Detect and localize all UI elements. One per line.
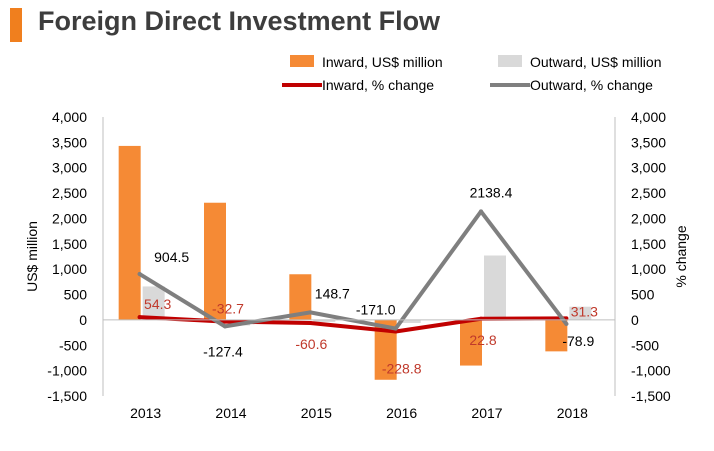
y-tick-label-right: 500 xyxy=(631,287,655,303)
y-tick-label-right: 4,000 xyxy=(631,109,666,125)
legend-outward-bar-label: Outward, US$ million xyxy=(530,54,662,70)
y-tick-label-left: -1,000 xyxy=(47,363,87,379)
inward-change-point xyxy=(223,319,227,324)
outward-bar xyxy=(569,306,592,320)
y-tick-label-left: 0 xyxy=(79,312,87,328)
y-tick-label-right: 1,000 xyxy=(631,261,666,277)
y-tick-label-left: 1,000 xyxy=(52,261,87,277)
outward-change-label: 904.5 xyxy=(154,249,189,265)
x-tick-label: 2013 xyxy=(130,405,161,421)
x-tick-label: 2016 xyxy=(386,405,417,421)
y-tick-label-left: 2,000 xyxy=(52,210,87,226)
legend-outward-line-label: Outward, % change xyxy=(530,77,653,93)
y-tick-label-right: -1,000 xyxy=(631,363,671,379)
x-tick-label: 2017 xyxy=(471,405,502,421)
y-tick-label-left: 1,500 xyxy=(52,236,87,252)
inward-bar xyxy=(204,202,226,320)
inward-change-label: 54.3 xyxy=(144,296,171,312)
y-tick-label-left: 500 xyxy=(64,287,88,303)
outward-change-label: -78.9 xyxy=(562,333,594,349)
outward-change-point xyxy=(308,310,313,315)
y-tick-label-left: 3,000 xyxy=(52,160,87,176)
outward-bar xyxy=(142,286,165,320)
y-tick-label-right: 1,500 xyxy=(631,236,666,252)
inward-change-label: 31.3 xyxy=(571,303,598,319)
y-axis-title-right: % change xyxy=(673,225,689,287)
y-tick-label-left: -500 xyxy=(59,337,87,353)
inward-change-label: -32.7 xyxy=(212,301,244,317)
outward-change-label: 2138.4 xyxy=(470,184,513,200)
x-tick-label: 2015 xyxy=(301,405,332,421)
outward-bar xyxy=(484,255,506,320)
outward-bar xyxy=(313,319,336,322)
inward-change-line xyxy=(137,315,569,334)
outward-change-label: 148.7 xyxy=(315,285,350,301)
legend-inward-bar-swatch xyxy=(290,55,314,67)
page-title: Foreign Direct Investment Flow xyxy=(38,6,441,36)
legend-outward-bar-swatch xyxy=(498,55,522,67)
outward-change-point xyxy=(479,209,483,214)
inward-bar xyxy=(545,319,568,352)
x-tick-label: 2014 xyxy=(215,405,246,421)
inward-change-point xyxy=(137,315,142,320)
legend-inward-line-label: Inward, % change xyxy=(322,77,434,93)
y-tick-label-right: 2,000 xyxy=(631,210,666,226)
outward-change-point xyxy=(223,324,227,329)
y-tick-label-left: 3,500 xyxy=(52,134,87,150)
y-tick-label-right: 2,500 xyxy=(631,185,666,201)
outward-change-label: -171.0 xyxy=(356,302,396,318)
outward-change-line xyxy=(137,209,569,331)
inward-change-label: 22.8 xyxy=(469,332,496,348)
y-tick-label-left: 2,500 xyxy=(52,185,87,201)
y-tick-label-right: -1,500 xyxy=(631,388,671,404)
y-tick-label-right: 3,000 xyxy=(631,160,666,176)
y-tick-label-right: -500 xyxy=(631,337,659,353)
outward-bar xyxy=(398,319,421,323)
inward-change-label: -60.6 xyxy=(295,336,327,352)
y-tick-label-right: 3,500 xyxy=(631,134,666,150)
inward-change-label: -228.8 xyxy=(382,361,422,377)
inward-bar xyxy=(374,319,397,380)
y-tick-label-right: 0 xyxy=(631,312,639,328)
outward-change-point xyxy=(393,326,398,331)
x-tick-label: 2018 xyxy=(557,405,588,421)
y-axis-title-left: US$ million xyxy=(24,221,40,292)
outward-change-point xyxy=(564,321,569,326)
inward-change-point xyxy=(308,320,313,325)
outward-change-point xyxy=(137,272,142,277)
outward-change-label: -127.4 xyxy=(203,343,243,359)
inward-change-point xyxy=(393,329,398,334)
title-accent-bar xyxy=(10,8,22,42)
legend: Inward, US$ million Outward, US$ million I… xyxy=(282,54,662,93)
inward-bar xyxy=(289,274,312,320)
y-tick-label-left: -1,500 xyxy=(47,388,87,404)
inward-bar xyxy=(460,319,482,366)
legend-inward-bar-label: Inward, US$ million xyxy=(322,54,443,70)
y-tick-label-left: 4,000 xyxy=(52,109,87,125)
inward-bar xyxy=(118,145,141,320)
